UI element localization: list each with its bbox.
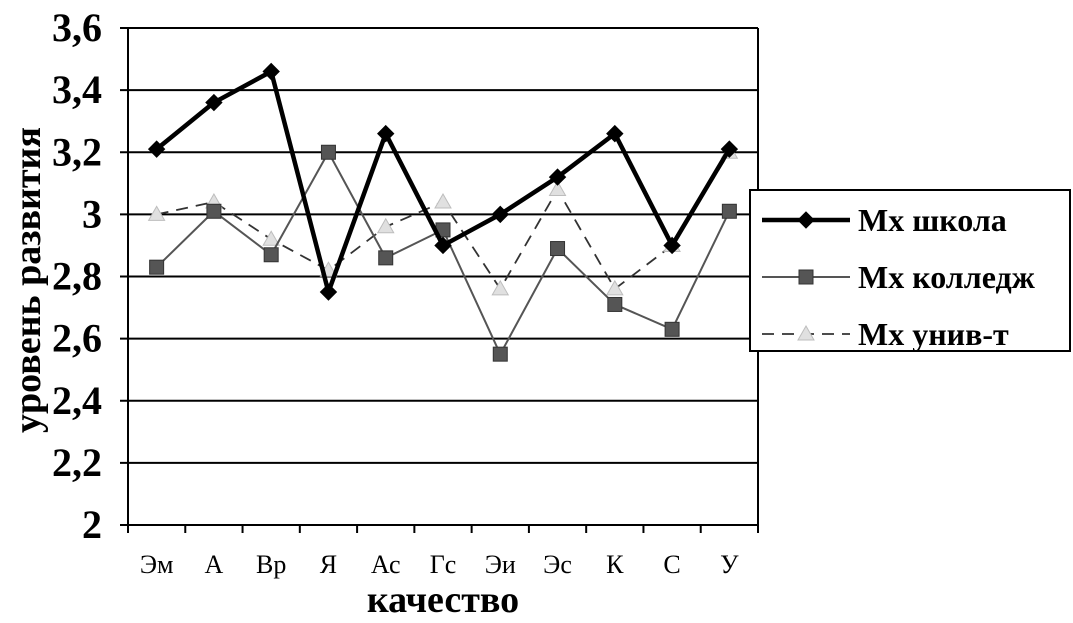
data-point-college	[149, 259, 165, 275]
data-point-school	[491, 205, 509, 224]
legend-label-college: Mx колледж	[858, 259, 1036, 295]
x-tick-label: Вр	[256, 550, 286, 579]
x-tick-label: У	[720, 550, 739, 579]
x-tick-label: Гс	[430, 550, 457, 579]
y-tick-label: 2,6	[52, 316, 102, 361]
x-tick-label: К	[606, 550, 624, 579]
x-tick-label: А	[205, 550, 224, 579]
x-tick-label: Я	[320, 550, 337, 579]
y-tick-label: 2,2	[52, 440, 102, 485]
series-university	[147, 143, 739, 296]
data-point-school	[434, 236, 452, 255]
y-tick-label: 3	[82, 191, 102, 236]
data-point-college	[550, 241, 566, 257]
data-point-college	[320, 144, 336, 160]
data-point-school	[319, 283, 338, 301]
y-tick-label: 3,6	[52, 5, 102, 50]
data-point-university	[262, 230, 281, 246]
y-tick-label: 2,4	[52, 378, 102, 423]
y-tick-labels: 2 2,2 2,4 2,6 2,8 3 3,2 3,4 3,6	[52, 5, 102, 547]
data-point-school	[147, 140, 166, 158]
y-tick-label: 3,4	[52, 67, 102, 112]
x-tick-label: Эм	[140, 550, 174, 579]
data-point-college	[721, 203, 737, 219]
x-tick-label: С	[663, 550, 680, 579]
series-line-university	[156, 151, 731, 290]
data-point-university	[491, 279, 510, 296]
legend-marker-university	[797, 324, 815, 341]
y-tick-label: 3,2	[52, 129, 102, 174]
legend-marker-school	[797, 211, 815, 229]
x-tick-labels: Эм А Вр Я Ас Гс Эи Эс К С У	[140, 550, 739, 579]
data-point-university	[434, 192, 452, 209]
legend-label-school: Mx школа	[858, 202, 1007, 238]
x-tick-label: Эс	[543, 550, 572, 579]
series-college	[149, 144, 737, 362]
x-tick-label: Эи	[485, 550, 516, 579]
data-point-college	[492, 346, 508, 362]
data-point-university	[548, 180, 567, 197]
data-point-school	[720, 140, 739, 158]
legend-label-university: Mx унив-т	[858, 316, 1009, 352]
legend: Mx школа Mx колледж Mx унив-т	[749, 189, 1071, 352]
data-point-college	[378, 250, 394, 266]
data-point-school	[205, 93, 223, 112]
data-point-college	[263, 247, 279, 263]
data-point-school	[606, 124, 624, 143]
y-tick-label: 2,8	[52, 254, 102, 299]
data-point-school	[663, 236, 681, 255]
data-point-school	[548, 168, 567, 186]
y-axis-title: уровень развития	[7, 127, 49, 433]
y-tick-label: 2	[82, 502, 102, 547]
legend-marker-college	[798, 269, 814, 285]
axes	[127, 28, 759, 533]
data-point-university	[376, 217, 395, 234]
data-point-university	[147, 205, 166, 221]
data-point-college	[206, 203, 222, 219]
data-point-college	[607, 296, 623, 312]
x-tick-label: Ас	[371, 550, 401, 579]
data-point-school	[262, 62, 280, 81]
x-axis-title: качество	[367, 579, 519, 621]
series-lines	[147, 62, 739, 362]
data-point-college	[664, 321, 680, 337]
data-point-school	[377, 124, 395, 143]
series-line-school	[155, 69, 732, 295]
data-point-university	[605, 279, 624, 296]
series-school	[147, 62, 739, 301]
